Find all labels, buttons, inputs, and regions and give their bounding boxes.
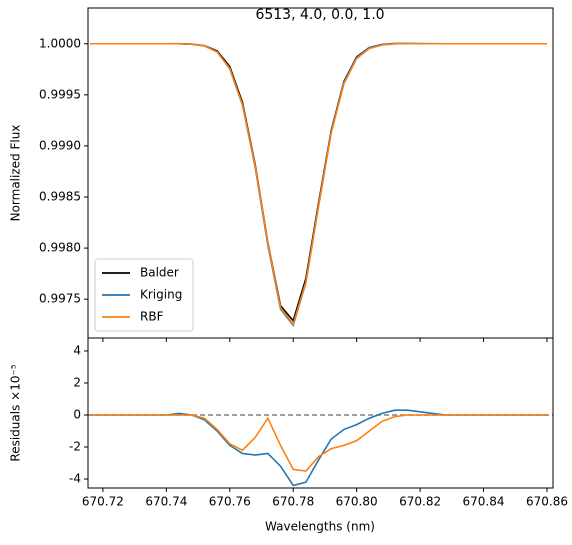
- legend-label: Balder: [140, 266, 179, 280]
- series-line: [90, 409, 547, 487]
- legend-box: [94, 258, 194, 332]
- y-tick-label: 0: [73, 408, 81, 422]
- x-tick-label: 670.86: [526, 495, 568, 509]
- y-tick-label: 0.9985: [39, 190, 81, 204]
- legend-label: RBF: [140, 310, 164, 324]
- y-axis-label: Residuals ×10⁻⁵: [9, 364, 23, 461]
- x-tick-label: 670.74: [145, 495, 187, 509]
- y-tick-label: 2: [73, 375, 81, 389]
- legend-label: Kriging: [140, 288, 182, 302]
- y-tick-label: 0.9975: [39, 292, 81, 306]
- x-tick-label: 670.72: [82, 495, 124, 509]
- y-tick-label: 0.9995: [39, 87, 81, 101]
- chart-title: 6513, 4.0, 0.0, 1.0: [255, 7, 384, 23]
- x-tick-label: 670.82: [399, 495, 441, 509]
- y-tick-label: 0.9980: [39, 241, 81, 255]
- plot-frame: [87, 337, 554, 489]
- y-tick-label: -4: [69, 472, 81, 486]
- x-tick-label: 670.78: [272, 495, 314, 509]
- series-line: [90, 414, 547, 472]
- y-tick-label: -2: [69, 440, 81, 454]
- x-axis-label: Wavelengths (nm): [265, 520, 375, 534]
- x-tick-label: 670.80: [336, 495, 378, 509]
- x-tick-label: 670.76: [209, 495, 251, 509]
- y-axis-label: Normalized Flux: [9, 125, 23, 222]
- y-tick-label: 1.0000: [39, 36, 81, 50]
- series-line: [90, 42, 547, 326]
- y-tick-label: 0.9990: [39, 138, 81, 152]
- y-tick-label: 4: [73, 343, 81, 357]
- x-tick-label: 670.84: [463, 495, 505, 509]
